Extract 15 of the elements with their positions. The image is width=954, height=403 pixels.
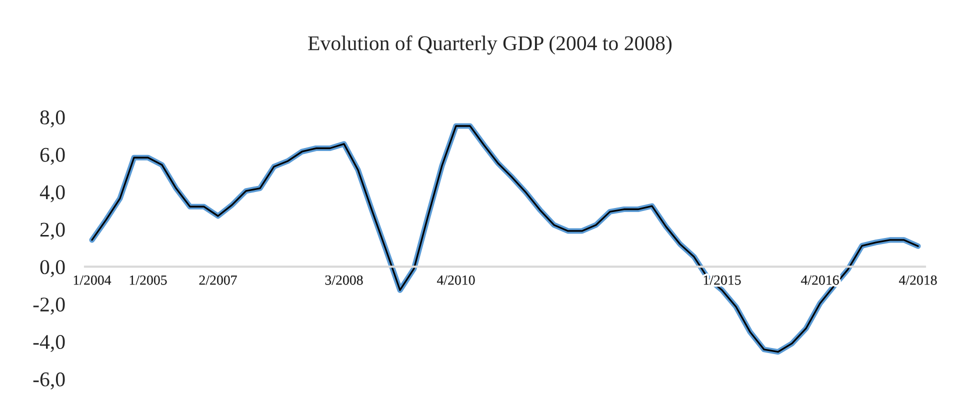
- x-tick-label: 1/2005: [130, 275, 167, 285]
- y-tick-label: 4,0: [40, 185, 65, 202]
- x-tick-label: 1/2004: [74, 275, 112, 285]
- y-tick-label: 2,0: [40, 222, 65, 240]
- y-tick-label: -4,0: [33, 334, 65, 352]
- y-tick-label: 8,0: [40, 110, 65, 128]
- y-tick-label: -6,0: [33, 372, 65, 390]
- x-tick-label: 3/2008: [325, 275, 363, 285]
- x-tick-label: 2/2007: [199, 275, 237, 285]
- chart-title: Evolution of Quarterly GDP (2004 to 2008): [308, 35, 672, 55]
- y-tick-label: 0,0: [40, 260, 65, 278]
- x-tick-label: 4/2010: [436, 275, 475, 285]
- y-tick-label: 6,0: [40, 148, 65, 165]
- y-tick-label: -2,0: [33, 298, 65, 315]
- x-tick-label: 4/2018: [898, 275, 937, 285]
